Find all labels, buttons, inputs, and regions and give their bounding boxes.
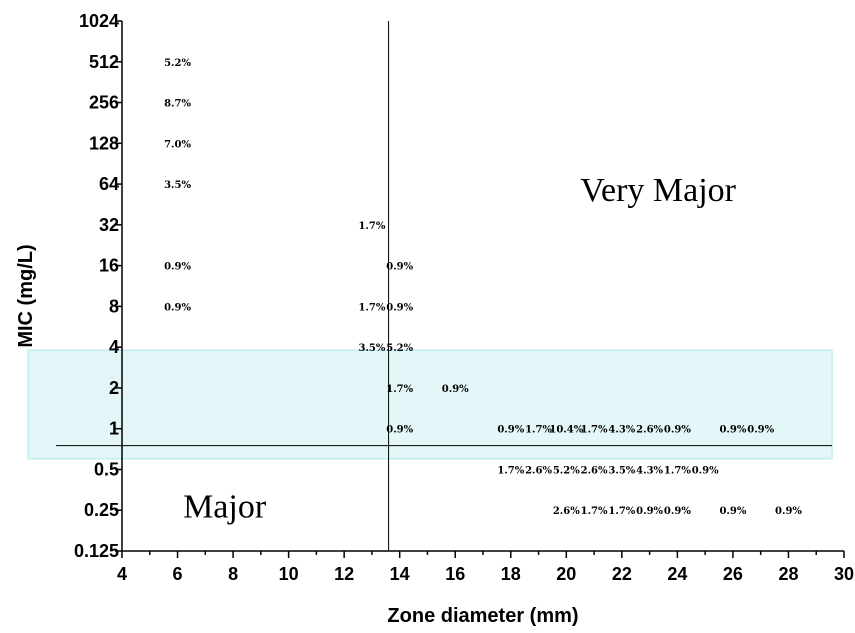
breakpoint-highlight-band [27, 349, 833, 460]
y-tick-label: 0.25 [84, 500, 119, 520]
x-tick-label: 8 [228, 564, 238, 584]
x-axis-title: Zone diameter (mm) [387, 605, 578, 627]
x-tick-label: 16 [445, 564, 465, 584]
point-label: 0.9% [164, 302, 191, 313]
point-label: 5.2% [553, 465, 580, 476]
point-label: 1.7% [386, 384, 413, 395]
x-tick-label: 12 [334, 564, 354, 584]
x-tick-label: 4 [117, 564, 127, 584]
point-label: 1.7% [581, 506, 608, 517]
region-label: Very Major [580, 172, 736, 209]
region-label: Major [183, 489, 267, 526]
y-axis-title: MIC (mg/L) [15, 244, 37, 347]
point-label: 3.5% [358, 343, 385, 354]
percentage-points: 5.2%8.7%7.0%3.5%0.9%0.9%1.7%0.9%1.7% 0.9%… [164, 58, 802, 517]
x-tick-label: 6 [173, 564, 183, 584]
x-tick-label: 26 [723, 564, 743, 584]
y-tick-label: 0.125 [74, 541, 119, 561]
y-tick-label: 4 [109, 337, 119, 357]
point-label: 10.4% [549, 425, 583, 436]
point-label: 0.9% [164, 262, 191, 273]
x-tick-label: 22 [612, 564, 632, 584]
x-tick-label: 20 [556, 564, 576, 584]
point-label: 5.2% [164, 58, 191, 69]
point-label: 1.7% [608, 506, 635, 517]
point-label: 3.5% [164, 180, 191, 191]
point-label: 0.9% [442, 384, 469, 395]
y-tick-label: 512 [89, 52, 119, 72]
y-tick-label: 64 [99, 174, 119, 194]
point-label: 2.6% [636, 425, 663, 436]
region-labels: Very Major Major [183, 172, 737, 526]
point-label: 1.7% [581, 425, 608, 436]
y-tick-label: 0.5 [94, 459, 119, 479]
point-label: 2.6% [553, 506, 580, 517]
point-label: 0.9% [497, 425, 524, 436]
x-tick-label: 18 [501, 564, 521, 584]
point-label: 8.7% [164, 99, 191, 110]
y-tick-label: 2 [109, 378, 119, 398]
x-tick-label: 14 [390, 564, 410, 584]
point-label: 3.5% [608, 465, 635, 476]
point-label: 5.2% [386, 343, 413, 354]
x-axis-ticks: 4 6 8 10 12 14 16 18 20 22 24 26 28 30 [117, 551, 854, 584]
point-label: 1.7% [664, 465, 691, 476]
point-label: 0.9% [719, 506, 746, 517]
point-label: 0.9% [386, 302, 413, 313]
point-label: 0.9% [747, 425, 774, 436]
y-tick-label: 16 [99, 256, 119, 276]
point-label: 1.7% [525, 425, 552, 436]
point-label: 4.3% [608, 425, 635, 436]
y-tick-label: 32 [99, 215, 119, 235]
point-label: 0.9% [636, 506, 663, 517]
point-label: 2.6% [581, 465, 608, 476]
point-label: 0.9% [692, 465, 719, 476]
point-label: 1.7% [358, 221, 385, 232]
x-tick-label: 24 [667, 564, 687, 584]
y-axis-ticks: 0.125 0.25 0.5 1 2 4 8 16 32 64 128 256 512 1024 [74, 11, 122, 561]
axes [121, 21, 844, 552]
x-tick-label: 28 [778, 564, 798, 584]
y-tick-label: 1 [109, 419, 119, 439]
point-label: 0.9% [386, 262, 413, 273]
x-tick-label: 30 [834, 564, 854, 584]
y-tick-label: 256 [89, 93, 119, 113]
point-label: 4.3% [636, 465, 663, 476]
y-tick-label: 128 [89, 133, 119, 153]
y-tick-label: 1024 [79, 11, 119, 31]
point-label: 1.7% [497, 465, 524, 476]
point-label: 7.0% [164, 139, 191, 150]
point-label: 0.9% [386, 425, 413, 436]
point-label: 1.7% [358, 302, 385, 313]
point-label: 0.9% [664, 506, 691, 517]
point-label: 0.9% [664, 425, 691, 436]
x-tick-label: 10 [279, 564, 299, 584]
point-label: 2.6% [525, 465, 552, 476]
y-tick-label: 8 [109, 296, 119, 316]
point-label: 0.9% [719, 425, 746, 436]
point-label: 0.9% [775, 506, 802, 517]
